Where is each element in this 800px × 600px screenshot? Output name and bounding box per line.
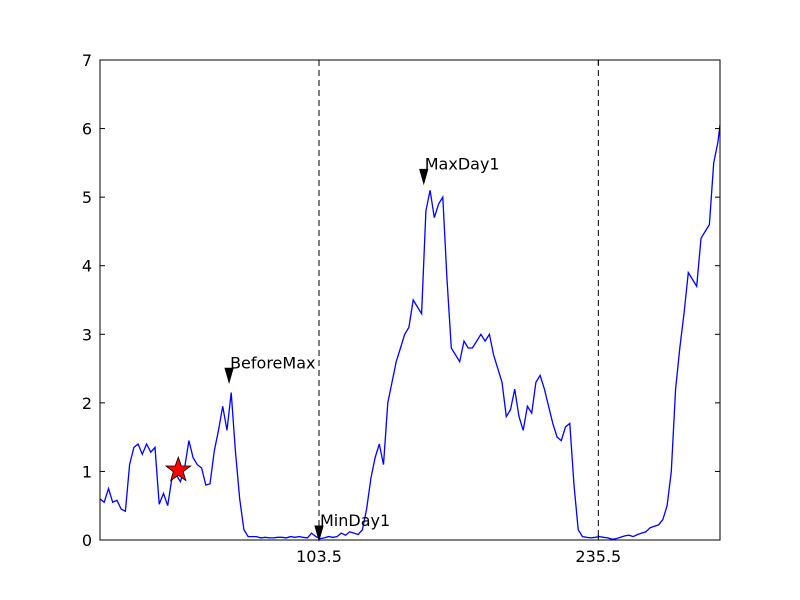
y-tick-label: 4 [82,257,92,276]
annotation-marker [224,367,234,385]
y-tick-label: 3 [82,325,92,344]
annotations: BeforeMax MinDay1 MaxDay1 [164,154,500,542]
x-tick-label: 103.5 [296,547,342,566]
plot-background [100,60,720,540]
series-line-0 [99,125,721,540]
annotation-label: MinDay1 [320,511,390,530]
y-axis: 0 1 2 3 4 5 6 7 [82,51,720,550]
y-tick-label: 2 [82,394,92,413]
star-marker [164,455,192,482]
y-tick-label: 5 [82,188,92,207]
y-tick-label: 0 [82,531,92,550]
plot-area [99,59,721,541]
y-tick-label: 7 [82,51,92,70]
annotation-marker [419,168,429,186]
plot-frame [99,59,721,541]
x-tick-label: 235.5 [575,547,621,566]
annotation-marker [314,525,324,542]
annotation-label: MaxDay1 [425,154,500,173]
y-tick-label: 1 [82,462,92,481]
annotation-label: BeforeMax [230,353,315,372]
y-tick-label: 6 [82,120,92,139]
